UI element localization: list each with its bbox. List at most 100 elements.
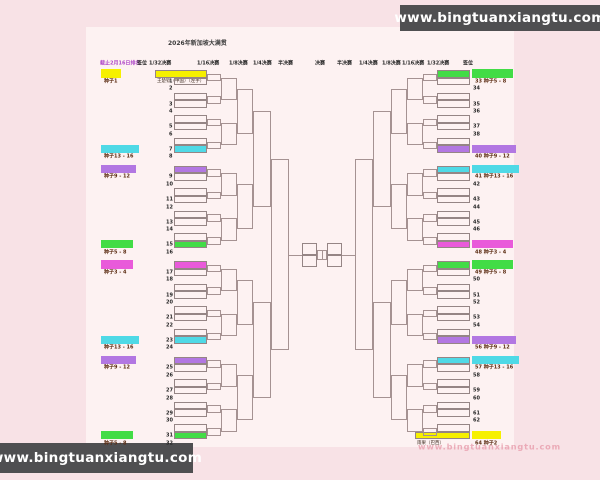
round-label-text: 签位 — [137, 60, 147, 66]
slot-number: 18 — [166, 269, 180, 288]
slot-box — [437, 283, 470, 292]
slot-number: 36 — [473, 101, 487, 120]
watermark-url: www.bingtuanxiangtu.com — [0, 450, 203, 466]
slot-number-text: 45 — [473, 219, 480, 225]
slot-number-text: 30 — [166, 417, 173, 424]
round-label: 半决赛 — [337, 53, 367, 72]
slot-number: 31 — [166, 425, 180, 444]
seed-chip — [101, 355, 136, 365]
round-label: 1/16决赛 — [402, 53, 447, 72]
slot-number: 17 — [166, 262, 180, 281]
slot-box — [437, 240, 470, 249]
slot-number: 45 — [473, 212, 487, 231]
slot-number-text: 18 — [166, 276, 173, 283]
slot-box — [174, 145, 207, 153]
slot-number-text: 3 — [169, 101, 173, 107]
slot-number-text: 10 — [166, 181, 173, 187]
final-box — [327, 254, 342, 267]
round-connector — [391, 88, 407, 134]
slot-number: 12 — [166, 197, 180, 216]
round-connector — [391, 375, 407, 421]
round-connector — [423, 118, 437, 127]
round-connector — [207, 118, 221, 127]
round-connector — [423, 214, 437, 222]
round-label: 1/32决赛 — [149, 53, 194, 72]
round-label-text: 决赛 — [315, 60, 325, 66]
slot-number-text: 46 — [473, 226, 480, 233]
slot-number-text: 21 — [166, 314, 173, 321]
seed-chip-label-text: 49 种子5 - 8 — [475, 269, 507, 275]
round-connector — [423, 264, 437, 273]
seed-chip-label: 种子13 - 16 — [104, 146, 163, 165]
seed-chip — [101, 240, 133, 249]
slot-box — [174, 336, 207, 344]
round-connector — [221, 409, 237, 432]
final-box — [327, 242, 342, 255]
slot-box — [174, 356, 207, 364]
slot-number-text: 2 — [169, 85, 173, 92]
slot-number-text: 24 — [166, 344, 173, 351]
slot-number: 29 — [166, 403, 180, 422]
page-title: 2026年新加坡大满贯 — [168, 33, 266, 52]
slot-number: 35 — [473, 94, 487, 113]
seed-chip-label-text: 33 种子5 - 8 — [475, 78, 507, 84]
slot-number-text: 35 — [473, 101, 480, 107]
round-connector — [423, 141, 437, 150]
round-connector — [423, 96, 437, 104]
seed-chip-label: 种子13 - 16 — [104, 337, 163, 356]
round-label-text: 1/16决赛 — [402, 60, 425, 66]
round-label-text: 半决赛 — [336, 60, 352, 66]
slot-number: 38 — [473, 124, 487, 143]
slot-box — [174, 173, 207, 181]
round-connector — [207, 237, 221, 245]
round-connector — [355, 159, 373, 351]
slot-box — [437, 137, 470, 146]
round-label: 1/4决赛 — [359, 53, 397, 72]
seed-chip-label-text: 48 种子3 - 4 — [475, 249, 507, 255]
round-connector — [207, 428, 221, 436]
slot-box — [437, 195, 470, 204]
seed-chip — [472, 260, 513, 269]
player-name: 王楚钦（中国）（左手） — [157, 71, 262, 90]
slot-number-text: 52 — [473, 299, 480, 305]
slot-number-text: 60 — [473, 395, 480, 401]
slot-box — [437, 291, 470, 299]
round-connector — [221, 173, 237, 196]
slot-number: 10 — [166, 174, 180, 193]
round-connector — [407, 218, 423, 241]
slot-number: 46 — [473, 219, 487, 238]
slot-number: 19 — [166, 285, 180, 304]
slot-box — [174, 328, 207, 337]
slot-number: 11 — [166, 189, 180, 208]
round-connector — [207, 309, 221, 318]
round-label-text: 半决赛 — [277, 60, 293, 66]
round-connector — [207, 332, 221, 341]
round-connector — [423, 191, 437, 200]
slot-box — [437, 100, 470, 108]
slot-box — [174, 401, 207, 410]
slot-number-text: 28 — [166, 395, 173, 401]
round-connector — [423, 287, 437, 295]
slot-box — [174, 233, 207, 241]
slot-box — [174, 261, 207, 269]
watermark-banner-top: www.bingtuanxiangtu.com — [394, 5, 600, 31]
slot-number-text: 51 — [473, 292, 480, 298]
slot-number: 6 — [169, 124, 176, 143]
slot-number: 21 — [166, 307, 180, 326]
seed-chip-label: 种子5 - 8 — [104, 242, 149, 261]
seed-chip-label-text: 种子5 - 8 — [104, 440, 127, 446]
slot-number: 25 — [166, 357, 180, 376]
slot-box — [437, 261, 470, 269]
seed-chip-label-text: 种子5 - 8 — [104, 249, 127, 255]
round-connector — [207, 96, 221, 104]
round-label-text: 1/16决赛 — [197, 60, 220, 66]
round-connector — [391, 279, 407, 325]
round-connector — [221, 364, 237, 387]
round-connector — [237, 184, 253, 230]
seed-chip-label: 64 种子2 — [475, 433, 519, 452]
round-connector — [253, 111, 271, 207]
seed-chip-label-text: 种子9 - 12 — [104, 173, 130, 180]
page-title-text: 2026年新加坡大满贯 — [168, 40, 227, 47]
round-label: 1/8决赛 — [229, 53, 267, 72]
